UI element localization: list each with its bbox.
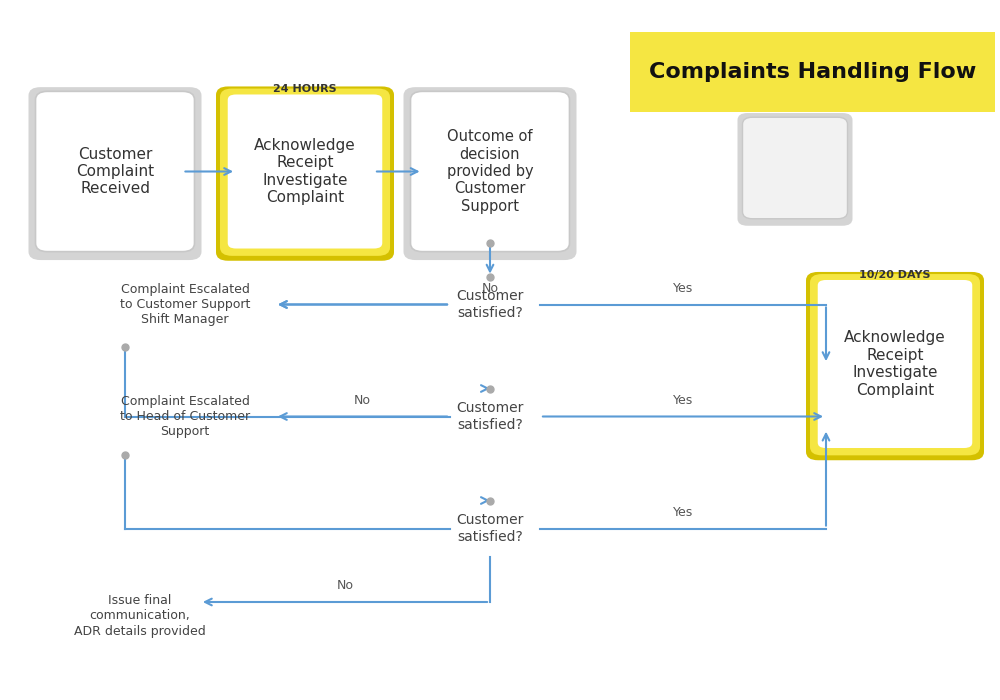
Text: Customer
satisfied?: Customer satisfied?: [456, 513, 524, 544]
Text: Issue final
communication,
ADR details provided: Issue final communication, ADR details p…: [74, 594, 206, 638]
FancyBboxPatch shape: [28, 88, 202, 260]
Text: Customer
satisfied?: Customer satisfied?: [456, 289, 524, 320]
Text: Outcome of
decision
provided by
Customer
Support: Outcome of decision provided by Customer…: [447, 130, 533, 214]
Text: 24 HOURS: 24 HOURS: [273, 84, 337, 94]
FancyBboxPatch shape: [216, 87, 394, 261]
FancyBboxPatch shape: [806, 272, 984, 461]
FancyBboxPatch shape: [220, 89, 390, 256]
FancyBboxPatch shape: [738, 113, 852, 225]
Text: Yes: Yes: [673, 505, 693, 519]
Text: No: No: [482, 281, 498, 295]
Text: Complaints Handling Flow: Complaints Handling Flow: [649, 62, 976, 82]
Text: Acknowledge
Receipt
Investigate
Complaint: Acknowledge Receipt Investigate Complain…: [844, 330, 946, 398]
FancyBboxPatch shape: [36, 92, 194, 252]
Text: Yes: Yes: [673, 393, 693, 407]
FancyBboxPatch shape: [816, 278, 974, 450]
Text: No: No: [336, 579, 354, 592]
Text: Customer
Complaint
Received: Customer Complaint Received: [76, 146, 154, 197]
Text: Complaint Escalated
to Customer Support
Shift Manager: Complaint Escalated to Customer Support …: [120, 283, 250, 326]
Text: Complaint Escalated
to Head of Customer
Support: Complaint Escalated to Head of Customer …: [120, 395, 250, 438]
Text: 10/20 DAYS: 10/20 DAYS: [859, 270, 931, 279]
FancyBboxPatch shape: [411, 92, 570, 252]
Text: Customer
satisfied?: Customer satisfied?: [456, 401, 524, 432]
Text: No: No: [354, 393, 371, 407]
FancyBboxPatch shape: [403, 88, 576, 260]
FancyBboxPatch shape: [226, 92, 384, 251]
FancyBboxPatch shape: [630, 32, 995, 112]
FancyBboxPatch shape: [742, 117, 848, 218]
Text: Yes: Yes: [673, 281, 693, 295]
FancyBboxPatch shape: [810, 274, 980, 456]
Text: Acknowledge
Receipt
Investigate
Complaint: Acknowledge Receipt Investigate Complain…: [254, 138, 356, 205]
